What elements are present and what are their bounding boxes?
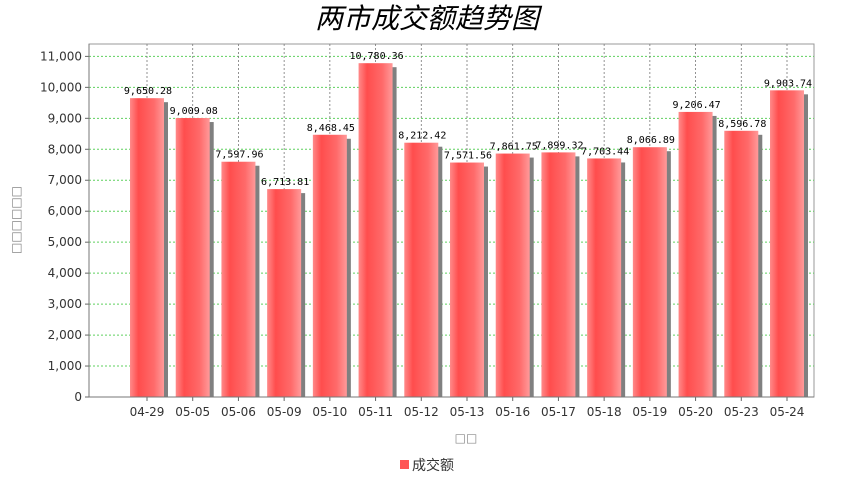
x-tick-label: 05-05 [175, 405, 210, 419]
bar [770, 90, 804, 398]
y-tick-label: 11,000 [40, 49, 82, 63]
bar [358, 63, 393, 397]
x-tick-label: 05-23 [724, 405, 759, 419]
y-tick-label: 10,000 [40, 80, 82, 94]
x-tick-label: 05-20 [678, 405, 713, 419]
y-tick-label: 2,000 [48, 328, 82, 342]
y-tick-label: 7,000 [48, 173, 82, 187]
x-axis-label: □□ [455, 431, 478, 445]
data-label: 7,571.56 [444, 151, 492, 162]
y-tick-label: 4,000 [48, 266, 82, 280]
x-tick-label: 05-19 [632, 405, 667, 419]
plot-area: 0 1,000 2,000 3,000 4,000 5,000 6,000 7,000 8,00… [40, 43, 815, 419]
x-tick-label: 05-17 [541, 405, 576, 419]
bar [267, 189, 302, 397]
data-label: 8,212.42 [398, 131, 446, 142]
data-label: 7,597.96 [215, 150, 263, 161]
x-tick-label: 04-29 [130, 405, 165, 419]
data-label: 8,468.45 [307, 123, 355, 134]
legend-swatch [400, 460, 409, 469]
x-tick-label: 05-12 [404, 405, 439, 419]
data-label: 7,899.32 [535, 140, 583, 151]
data-label: 10,780.36 [349, 51, 403, 62]
bar [587, 158, 622, 397]
data-label: 7,703.44 [581, 146, 629, 157]
x-tick-label: 05-09 [267, 405, 302, 419]
x-tick-label: 05-13 [450, 405, 485, 419]
data-label: 6,713.81 [261, 177, 309, 188]
data-label: 8,596.78 [718, 119, 766, 130]
data-label: 9,903.74 [764, 78, 812, 89]
bar [450, 162, 484, 397]
chart-title: 两市成交额趋势图 [314, 2, 539, 35]
data-label: 8,066.89 [627, 135, 675, 146]
bar [541, 152, 576, 397]
y-tick-label: 1,000 [48, 359, 82, 373]
bar [221, 161, 256, 397]
bar [312, 134, 347, 397]
y-tick-label: 8,000 [48, 142, 82, 156]
data-label: 9,650.28 [124, 86, 172, 97]
bar [724, 130, 759, 398]
bar [175, 118, 210, 397]
bar [678, 111, 713, 398]
x-tick-label: 05-18 [587, 405, 622, 419]
legend: 成交额 [0, 455, 854, 475]
data-label: 7,861.75 [490, 142, 538, 153]
y-tick-label: 6,000 [48, 204, 82, 218]
bar [632, 147, 667, 397]
x-tick-label: 05-10 [312, 405, 347, 419]
bar [130, 98, 164, 397]
data-label: 9,206.47 [672, 100, 720, 111]
x-tick-label: 05-06 [221, 405, 256, 419]
data-label: 9,009.08 [170, 106, 218, 117]
x-tick-label: 05-24 [770, 405, 805, 419]
legend-label: 成交额 [412, 458, 454, 474]
bar [404, 142, 439, 397]
y-tick-label: 0 [74, 390, 82, 404]
x-tick-label: 05-16 [495, 405, 530, 419]
y-axis-label: □□□□□□ [9, 186, 23, 254]
y-tick-label: 5,000 [48, 235, 82, 249]
bar [495, 153, 530, 397]
x-tick-label: 05-11 [358, 405, 393, 419]
y-tick-label: 3,000 [48, 297, 82, 311]
y-tick-label: 9,000 [48, 111, 82, 125]
